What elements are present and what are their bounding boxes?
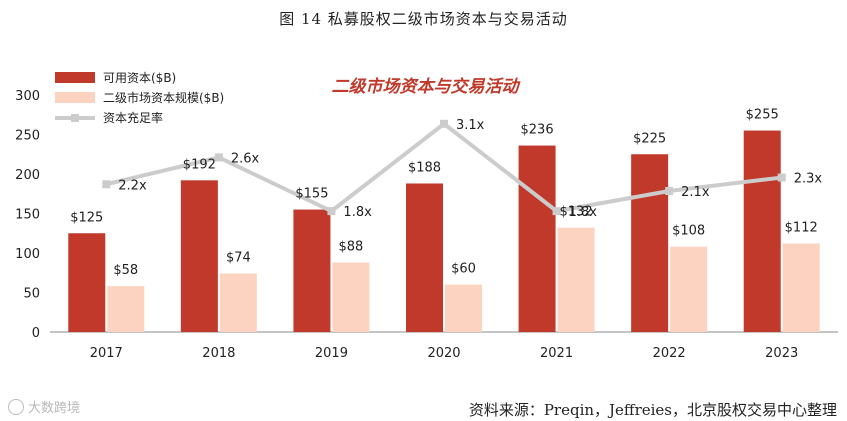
- data-label-available-capital: $188: [408, 160, 441, 175]
- y-tick-label: 150: [15, 208, 40, 223]
- bars: [68, 130, 820, 332]
- ratio-marker: [327, 207, 336, 216]
- data-label-secondary-volume: $112: [785, 221, 818, 236]
- legend-marker-ratio: [71, 114, 79, 122]
- data-label-available-capital: $255: [746, 108, 779, 123]
- bar-secondary-volume: [670, 246, 708, 332]
- watermark: 大数跨境: [8, 397, 80, 416]
- ratio-marker: [440, 119, 448, 128]
- y-tick-label: 100: [15, 247, 40, 262]
- y-tick-label: 300: [15, 89, 40, 104]
- data-label-secondary-volume: $74: [226, 251, 251, 266]
- figure-title: 图 14 私募股权二级市场资本与交易活动: [279, 10, 568, 28]
- legend-label-secondary-volume: 二级市场资本规模($B): [103, 90, 224, 105]
- ratio-marker: [102, 180, 111, 189]
- bar-secondary-volume: [445, 284, 482, 332]
- data-label-ratio: 2.1x: [681, 185, 710, 200]
- x-tick-label: 2019: [315, 346, 348, 361]
- ratio-marker: [552, 207, 561, 216]
- data-label-ratio: 1.8x: [569, 205, 598, 220]
- data-label-ratio: 2.6x: [231, 151, 260, 166]
- y-tick-label: 50: [23, 287, 40, 302]
- y-tick-label: 250: [15, 129, 40, 144]
- x-tick-label: 2022: [653, 346, 686, 361]
- x-tick-label: 2020: [427, 346, 460, 361]
- data-label-secondary-volume: $88: [339, 239, 364, 254]
- y-tick-label: 0: [32, 326, 40, 341]
- bar-available-capital: [68, 233, 106, 332]
- ratio-marker: [214, 153, 223, 162]
- data-label-available-capital: $125: [70, 210, 103, 225]
- ratio-marker: [777, 173, 786, 182]
- bar-available-capital: [406, 183, 443, 332]
- data-label-secondary-volume: $132: [560, 205, 593, 220]
- y-tick-label: 200: [15, 168, 40, 183]
- data-label-ratio: 2.3x: [794, 172, 823, 187]
- x-tick-label: 2023: [765, 346, 798, 361]
- bar-secondary-volume: [332, 262, 370, 332]
- bar-available-capital: [180, 180, 218, 332]
- x-tick-label: 2018: [202, 346, 235, 361]
- bar-available-capital: [293, 209, 331, 332]
- legend-swatch-secondary-volume: [55, 92, 95, 103]
- legend-label-ratio: 资本充足率: [103, 110, 163, 125]
- legend-swatch-available-capital: [55, 72, 95, 83]
- x-tick-label: 2021: [540, 346, 573, 361]
- data-labels: $125 $58 $192 $74 $155 $88 $188 $60 $236 $132 $225…: [70, 108, 822, 279]
- data-label-ratio: 1.8x: [343, 205, 372, 220]
- bar-secondary-volume: [782, 243, 820, 332]
- bar-available-capital: [743, 130, 781, 332]
- bar-available-capital: [518, 145, 556, 332]
- x-tick-label: 2017: [90, 346, 123, 361]
- data-label-secondary-volume: $60: [451, 262, 476, 277]
- data-label-ratio: 2.2x: [118, 178, 147, 193]
- bar-secondary-volume: [219, 273, 257, 332]
- data-label-secondary-volume: $58: [113, 263, 138, 278]
- bar-secondary-volume: [107, 286, 145, 332]
- bar-available-capital: [631, 154, 669, 332]
- chart-inner-title: 二级市场资本与交易活动: [332, 77, 522, 97]
- watermark-text: 大数跨境: [28, 401, 81, 416]
- data-label-available-capital: $192: [183, 157, 216, 172]
- data-label-available-capital: $225: [633, 131, 666, 146]
- data-label-ratio: 3.1x: [456, 118, 485, 133]
- data-label-available-capital: $155: [295, 187, 328, 202]
- ratio-line: [102, 119, 786, 216]
- legend-label-available-capital: 可用资本($B): [103, 71, 176, 85]
- ratio-marker: [665, 186, 674, 195]
- data-label-secondary-volume: $108: [672, 224, 705, 239]
- source-note: 资料来源：Preqin，Jeffreies，北京股权交易中心整理: [468, 401, 837, 419]
- bar-secondary-volume: [557, 227, 595, 332]
- legend: 可用资本($B) 二级市场资本规模($B) 资本充足率: [55, 71, 224, 125]
- watermark-logo-icon: [8, 399, 24, 415]
- data-label-available-capital: $236: [521, 123, 554, 138]
- axes: 0 50 100 150 200 250 300 2017 2018 2019 2020 2021 20…: [15, 89, 838, 361]
